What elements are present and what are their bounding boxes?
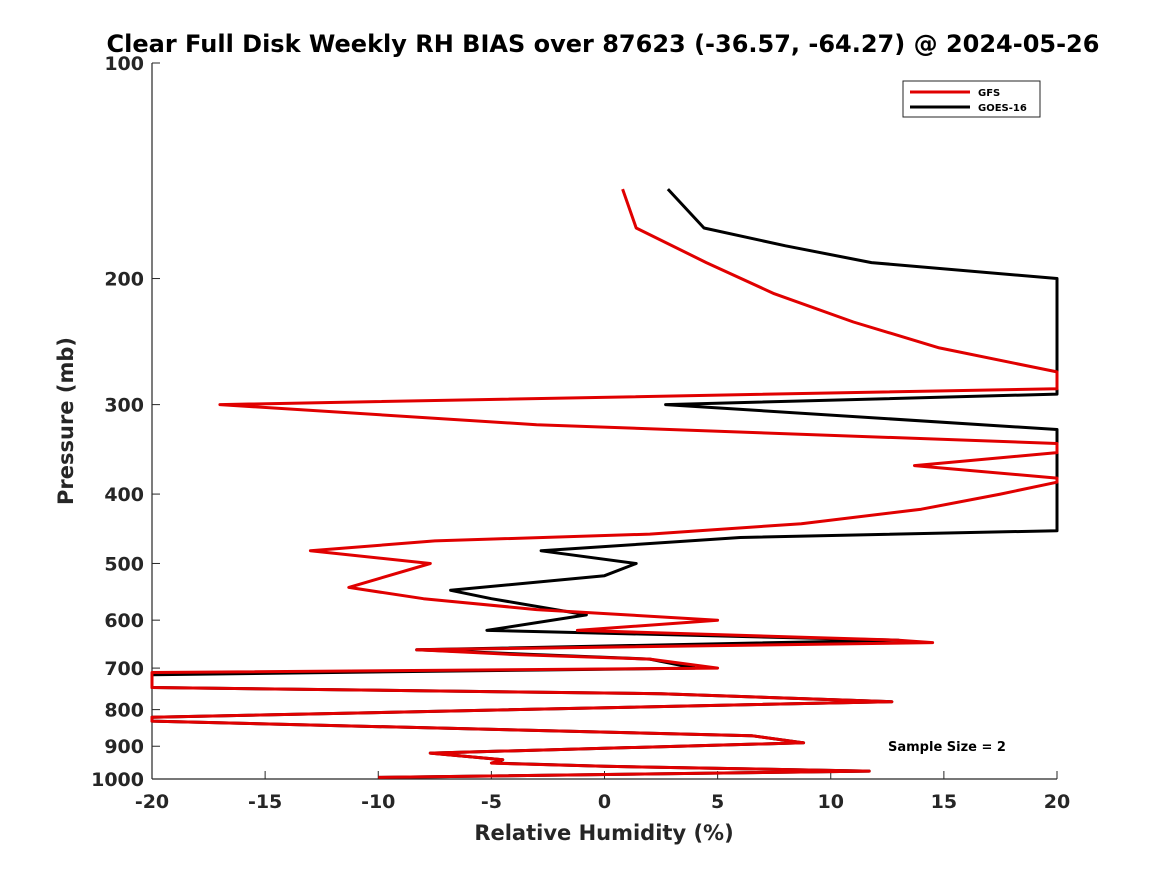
- x-tick-label: -20: [135, 791, 169, 813]
- y-tick-label: 800: [104, 700, 144, 722]
- x-tick-label: 10: [818, 791, 844, 813]
- y-tick-label: 1000: [91, 769, 144, 791]
- x-tick-label: -5: [481, 791, 502, 813]
- y-tick-label: 600: [104, 610, 144, 632]
- x-tick-label: 20: [1044, 791, 1070, 813]
- x-tick-label: -10: [361, 791, 395, 813]
- y-tick-label: 100: [104, 53, 144, 75]
- y-axis-label: Pressure (mb): [54, 337, 78, 505]
- series-layer: [150, 188, 1059, 779]
- y-tick-label: 400: [104, 484, 144, 506]
- x-axis-label: Relative Humidity (%): [474, 821, 733, 845]
- chart-title: Clear Full Disk Weekly RH BIAS over 8762…: [107, 30, 1100, 58]
- x-tick-label: 0: [598, 791, 611, 813]
- y-tick-label: 700: [104, 658, 144, 680]
- x-tick-label: -15: [248, 791, 282, 813]
- legend-label-gfs: GFS: [978, 88, 1000, 99]
- legend-label-goes16: GOES-16: [978, 103, 1027, 114]
- y-tick-label: 500: [104, 553, 144, 575]
- series-line-gfs: [150, 188, 1059, 779]
- sample-size-annotation: Sample Size = 2: [888, 740, 1006, 755]
- x-tick-label: 15: [931, 791, 957, 813]
- y-tick-label: 200: [104, 269, 144, 291]
- x-tick-label: 5: [711, 791, 724, 813]
- axis-ticks: -20 -15 -10 -5 0 5 10 15 20 100 200 300 400 500 600 700…: [91, 53, 1070, 813]
- legend-box: [902, 80, 1041, 118]
- y-tick-label: 900: [104, 736, 144, 758]
- legend: GFS GOES-16: [902, 80, 1041, 118]
- y-tick-label: 300: [104, 395, 144, 417]
